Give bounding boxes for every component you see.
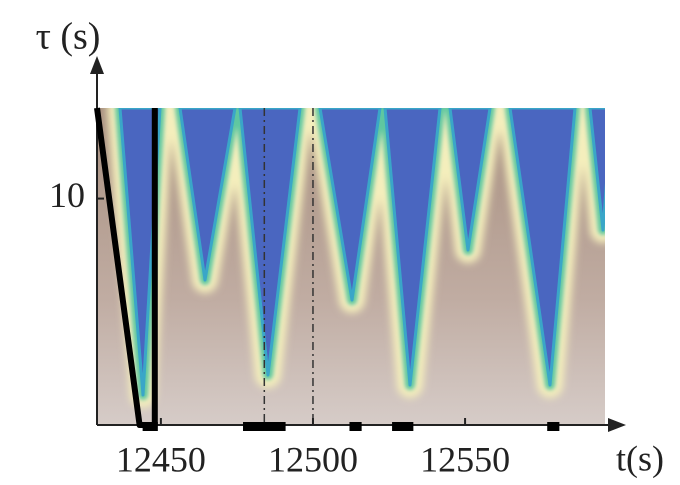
x-tick-label: 12450 [116,439,206,479]
y-axis-label: τ (s) [36,16,101,58]
heatmap [97,108,605,425]
interval [349,422,362,431]
interval [243,422,286,431]
x-tick-label: 12500 [268,439,358,479]
y-arrow [90,56,104,74]
interval [547,422,560,431]
interval [142,422,158,431]
x-arrow [608,418,626,432]
x-tick-label: 12550 [420,439,510,479]
y-tick-label: 10 [49,175,85,215]
interval [392,422,414,431]
x-axis-label: t(s) [616,438,664,478]
